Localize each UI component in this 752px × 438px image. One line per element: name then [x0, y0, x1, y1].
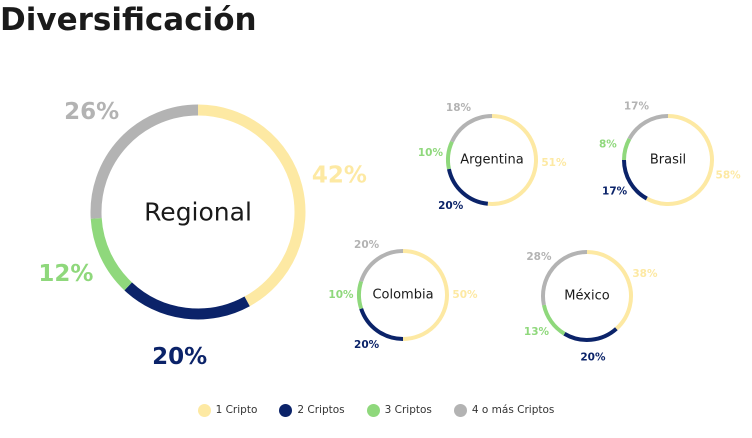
donut-center-label: Regional — [144, 198, 252, 227]
data-label-1-cripto: 38% — [632, 268, 658, 280]
data-label-3-criptos: 12% — [38, 261, 93, 287]
slice-1-cripto — [645, 114, 714, 206]
slice-3-criptos — [446, 140, 454, 170]
donut-center-label: Colombia — [372, 288, 433, 303]
data-label-2-criptos: 20% — [152, 344, 207, 370]
donut-brasil: 58% 17% 8% 17% Brasil — [599, 101, 742, 206]
data-label-1-cripto: 50% — [452, 289, 478, 301]
slice-1-cripto — [586, 250, 633, 331]
donut-charts: 42% 20% 12% 26% Regional 51% 20% 10% 18% Argentin… — [38, 99, 742, 370]
legend-item-1-cripto: 1 Cripto — [197, 403, 258, 417]
slice-4-mas-criptos — [541, 250, 588, 306]
legend-swatch-4-mas-criptos — [453, 403, 467, 417]
data-label-3-criptos: 10% — [418, 147, 444, 159]
legend-label: 3 Criptos — [384, 404, 432, 416]
legend-item-4-mas-criptos: 4 o más Criptos — [453, 403, 555, 417]
slice-2-criptos — [622, 159, 648, 201]
data-label-1-cripto: 51% — [541, 157, 567, 169]
legend: 1 Cripto 2 Criptos 3 Criptos 4 o más Cri… — [0, 400, 752, 420]
legend-label: 4 o más Criptos — [471, 404, 555, 416]
slice-3-criptos — [622, 137, 632, 161]
slice-4-mas-criptos — [627, 114, 669, 140]
legend-swatch-1-cripto — [197, 403, 211, 417]
donut-argentina: 51% 20% 10% 18% Argentina — [418, 102, 567, 212]
page-title: Diversificación — [0, 2, 257, 38]
donut-center-label: México — [564, 289, 609, 304]
slice-3-criptos — [356, 280, 364, 310]
slice-1-cripto — [197, 104, 306, 307]
slice-2-criptos — [359, 307, 404, 341]
data-label-3-criptos: 10% — [328, 289, 354, 301]
donut-center-label: Argentina — [460, 153, 523, 168]
slice-3-criptos — [541, 304, 566, 336]
donut-center-label: Brasil — [650, 153, 686, 168]
data-label-3-criptos: 8% — [599, 139, 617, 151]
slice-2-criptos — [563, 327, 618, 342]
legend-swatch-3-criptos — [366, 403, 380, 417]
data-label-4-mas-criptos: 20% — [354, 239, 380, 251]
legend-item-3-criptos: 3 Criptos — [366, 403, 432, 417]
slice-1-cripto — [402, 249, 449, 341]
slice-3-criptos — [90, 217, 133, 291]
data-label-2-criptos: 20% — [438, 200, 464, 212]
donut-regional: 42% 20% 12% 26% Regional — [38, 99, 367, 370]
donut-mexico: 38% 20% 13% 28% México — [524, 250, 658, 364]
slice-2-criptos — [124, 282, 250, 320]
slice-4-mas-criptos — [450, 114, 493, 143]
legend-item-2-criptos: 2 Criptos — [279, 403, 345, 417]
data-label-4-mas-criptos: 18% — [446, 102, 472, 114]
data-label-1-cripto: 42% — [312, 163, 367, 189]
data-label-4-mas-criptos: 28% — [526, 251, 552, 263]
data-label-2-criptos: 20% — [580, 352, 606, 364]
legend-label: 2 Criptos — [297, 404, 345, 416]
slice-4-mas-criptos — [359, 249, 404, 283]
legend-label: 1 Cripto — [215, 404, 258, 416]
data-label-3-criptos: 13% — [524, 326, 550, 338]
data-label-2-criptos: 17% — [602, 186, 628, 198]
data-label-1-cripto: 58% — [716, 169, 742, 181]
slice-2-criptos — [446, 168, 489, 206]
slice-1-cripto — [487, 114, 538, 206]
donut-colombia: 50% 20% 10% 20% Colombia — [328, 239, 478, 351]
data-label-4-mas-criptos: 26% — [64, 99, 119, 125]
data-label-2-criptos: 20% — [354, 339, 380, 351]
legend-swatch-2-criptos — [279, 403, 293, 417]
data-label-4-mas-criptos: 17% — [624, 101, 650, 113]
slice-4-mas-criptos — [90, 104, 199, 219]
